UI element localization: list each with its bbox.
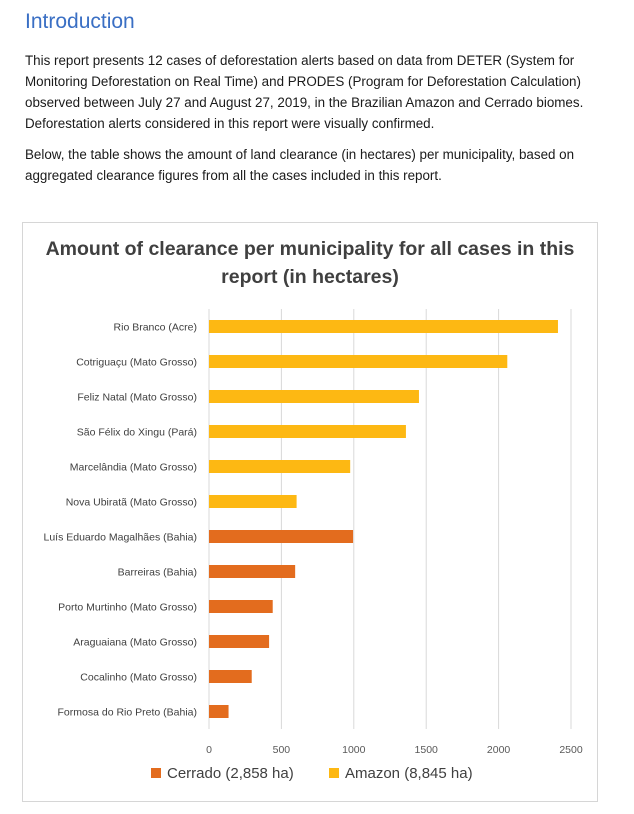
- legend-label: Cerrado (2,858 ha): [167, 765, 294, 782]
- category-label: Araguaiana (Mato Grosso): [73, 637, 197, 649]
- legend-swatch: [151, 768, 161, 778]
- bar: [209, 705, 229, 718]
- category-label: Cocalinho (Mato Grosso): [80, 672, 197, 684]
- bar: [209, 425, 406, 438]
- category-label: Rio Branco (Acre): [114, 322, 197, 334]
- category-label: Formosa do Rio Preto (Bahia): [58, 707, 197, 719]
- chart-container: Amount of clearance per municipality for…: [22, 222, 598, 802]
- x-tick-label: 2000: [487, 744, 511, 756]
- x-tick-label: 1000: [342, 744, 366, 756]
- category-label: Cotriguaçu (Mato Grosso): [76, 357, 197, 369]
- bar: [209, 390, 419, 403]
- category-label: Barreiras (Bahia): [118, 567, 197, 579]
- bar: [209, 460, 351, 473]
- category-label: Luís Eduardo Magalhães (Bahia): [43, 532, 197, 544]
- bar: [209, 320, 558, 333]
- table-description-paragraph: Below, the table shows the amount of lan…: [25, 147, 575, 183]
- category-label: Marcelândia (Mato Grosso): [70, 462, 197, 474]
- category-label: Nova Ubiratã (Mato Grosso): [66, 497, 197, 509]
- bar: [209, 355, 508, 368]
- bar: [209, 635, 270, 648]
- intro-paragraph: This report presents 12 cases of defores…: [25, 53, 584, 131]
- legend-item: Cerrado (2,858 ha): [151, 765, 294, 782]
- legend-swatch: [329, 768, 339, 778]
- page-heading: Introduction: [25, 10, 135, 33]
- bar: [209, 600, 273, 613]
- bar: [209, 495, 297, 508]
- x-tick-label: 2500: [559, 744, 583, 756]
- category-label: Feliz Natal (Mato Grosso): [77, 392, 197, 404]
- bar: [209, 530, 354, 543]
- legend-label: Amazon (8,845 ha): [345, 765, 473, 782]
- chart-title: Amount of clearance per municipality for…: [45, 238, 575, 288]
- bar: [209, 670, 252, 683]
- x-tick-label: 0: [206, 744, 212, 756]
- legend-item: Amazon (8,845 ha): [329, 765, 473, 782]
- x-tick-label: 500: [273, 744, 291, 756]
- bar: [209, 565, 296, 578]
- category-label: Porto Murtinho (Mato Grosso): [58, 602, 197, 614]
- category-label: São Félix do Xingu (Pará): [77, 427, 197, 439]
- bar-chart: 0 500 1000 1500 2000 2500 Rio Branco (Acre) Cot…: [43, 309, 583, 782]
- x-tick-label: 1500: [415, 744, 439, 756]
